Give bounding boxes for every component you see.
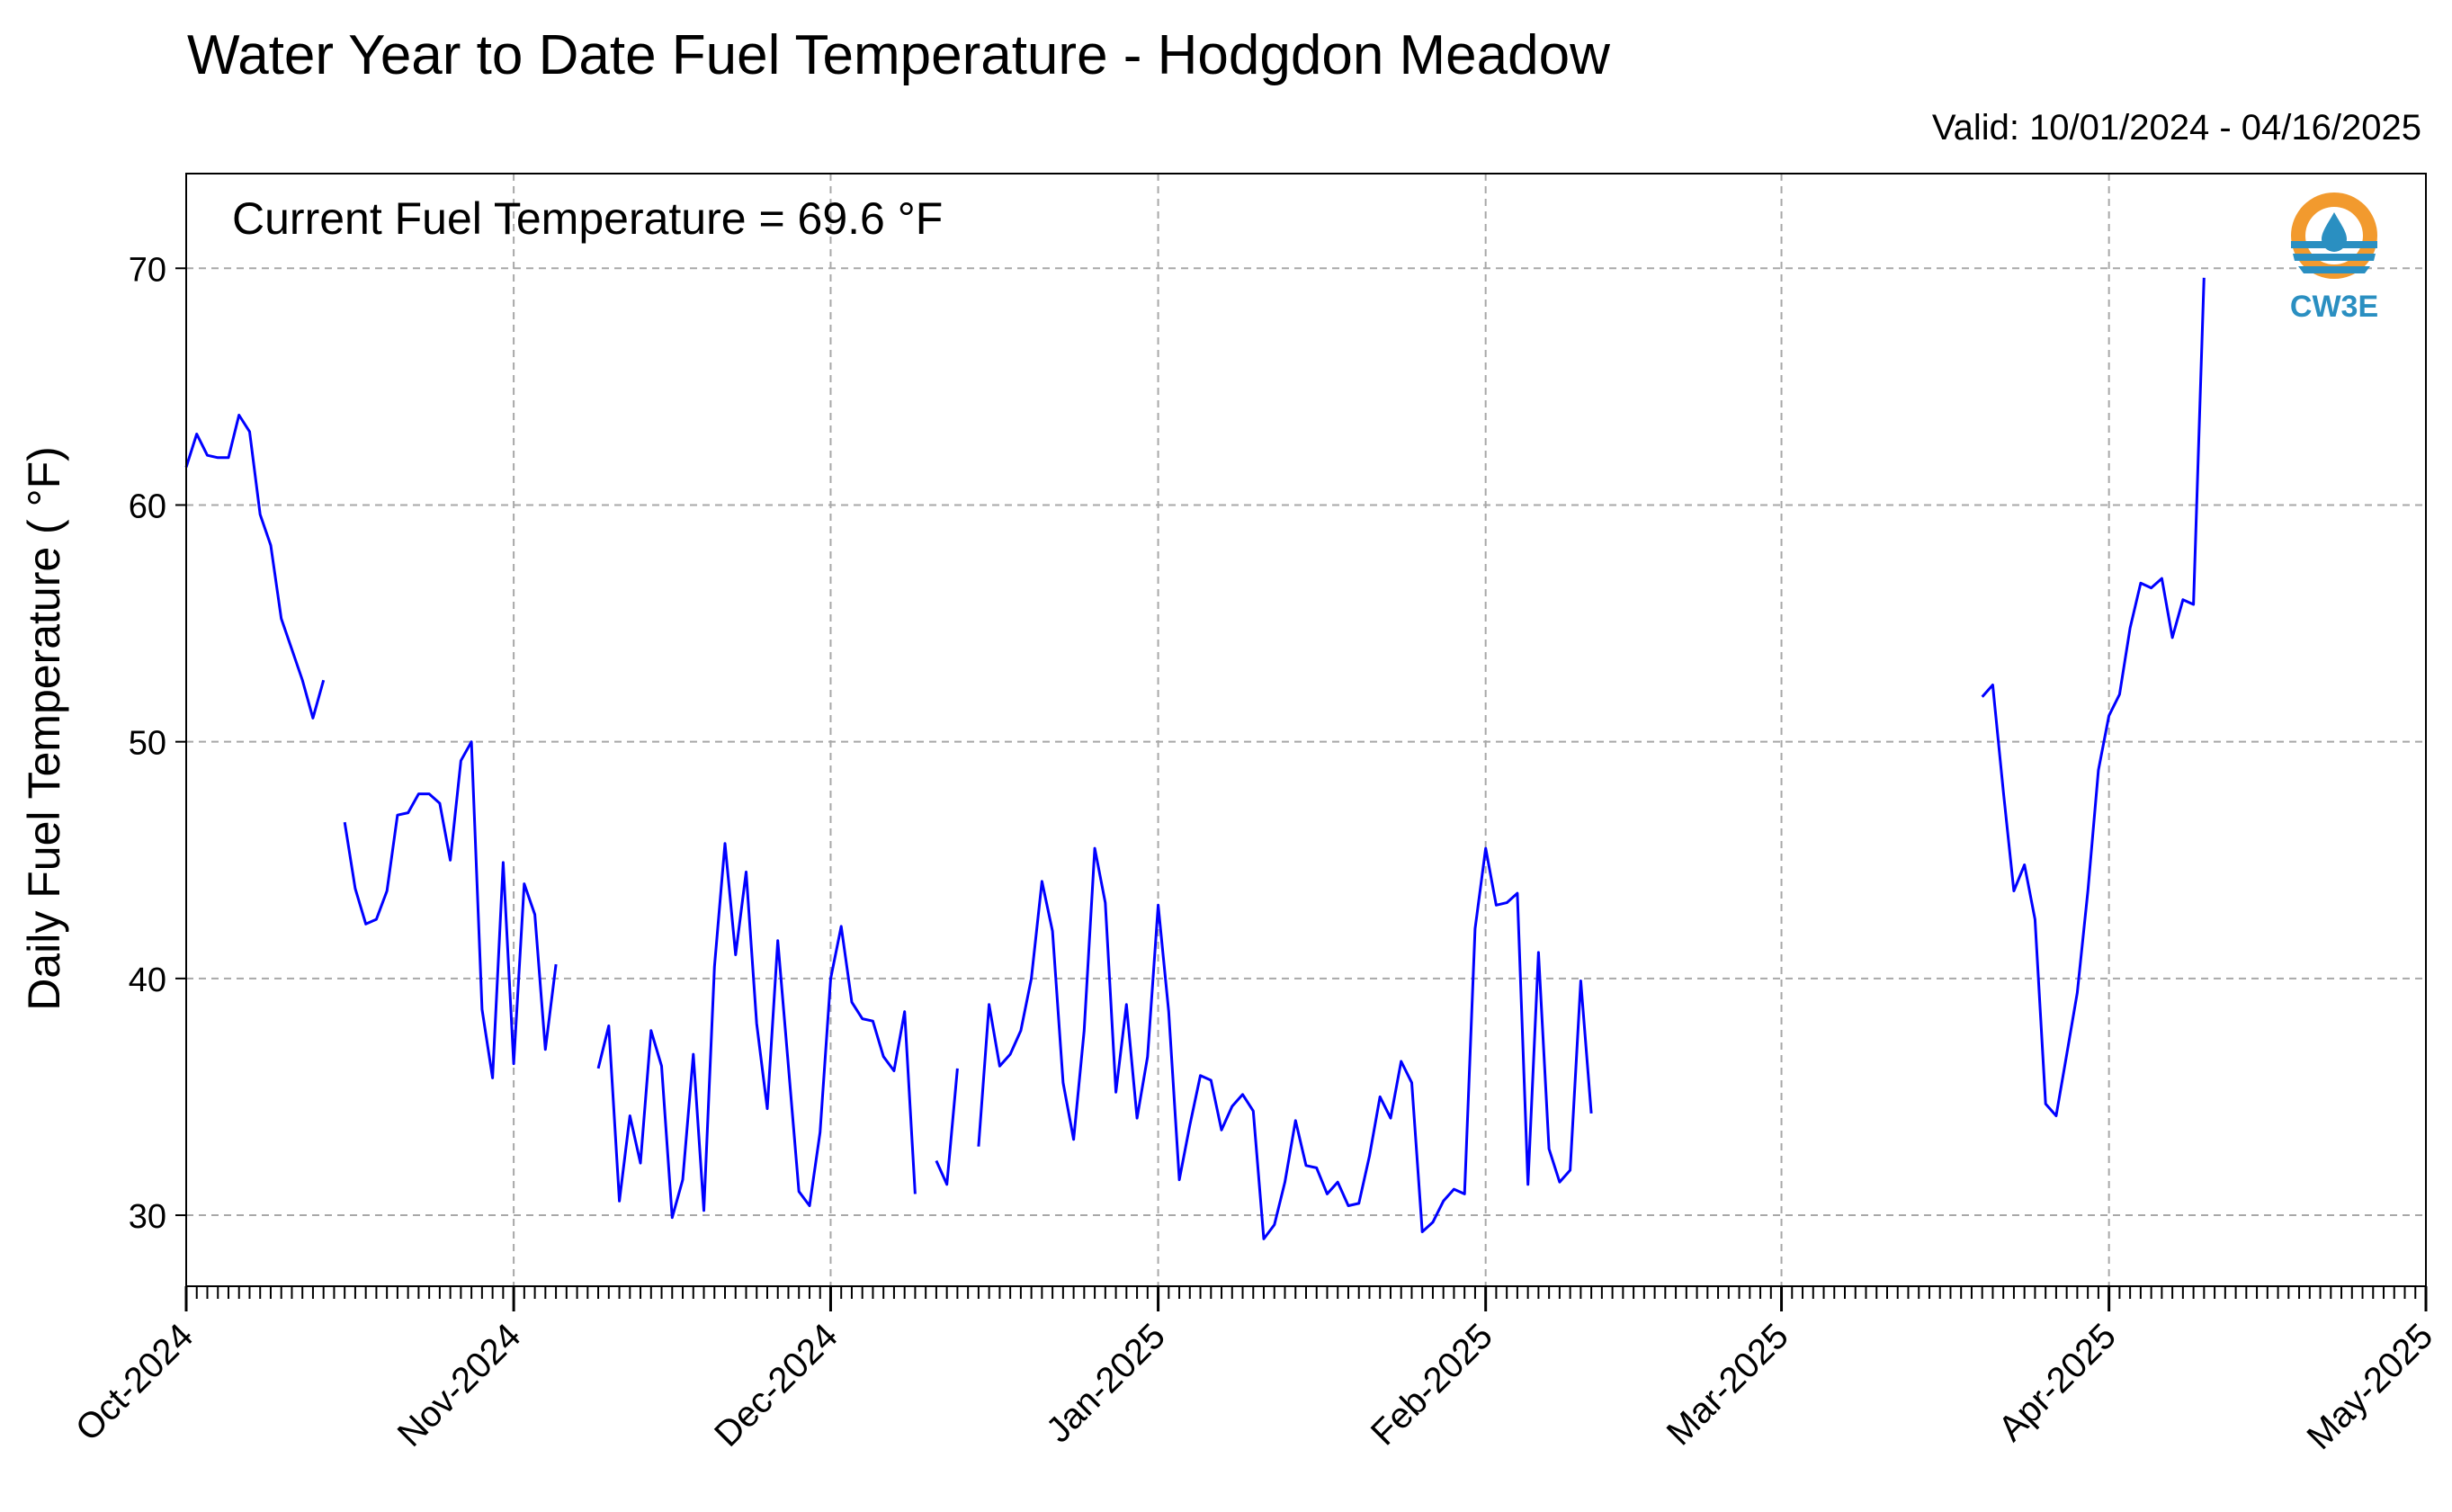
x-tick-label: May-2025 [2299, 1316, 2440, 1457]
cw3e-logo: CW3E [2290, 192, 2378, 324]
y-tick-label: 70 [129, 251, 166, 289]
current-fuel-temperature: Current Fuel Temperature = 69.6 °F [232, 193, 943, 244]
x-tick-label: Mar-2025 [1660, 1316, 1796, 1453]
x-tick-label: Oct-2024 [68, 1316, 201, 1448]
valid-date-range: Valid: 10/01/2024 - 04/16/2025 [1931, 108, 2421, 148]
series-line-segment [343, 740, 558, 1079]
x-tick-label: Dec-2024 [707, 1316, 846, 1454]
series-line-segment [1981, 277, 2206, 1117]
x-tick-label: Jan-2025 [1039, 1316, 1173, 1450]
y-axis-label: Daily Fuel Temperature ( °F) [19, 446, 69, 1011]
y-tick-label: 50 [129, 725, 166, 763]
plot-frame [185, 173, 2427, 1287]
y-tick-label: 60 [129, 488, 166, 525]
axis-ticks [175, 267, 2428, 1311]
x-tick-label: Nov-2024 [390, 1316, 529, 1454]
logo-waves [2291, 241, 2377, 273]
drop-icon [2322, 212, 2347, 252]
axis-tick-labels: 30 40 50 60 70 Oct-2024 Nov-2024 Dec-2024 Jan-20… [68, 251, 2440, 1457]
logo-label: CW3E [2290, 290, 2378, 324]
y-tick-label: 40 [129, 962, 166, 999]
data-line [184, 277, 2206, 1240]
y-tick-label: 30 [129, 1198, 166, 1236]
x-tick-label: Feb-2025 [1364, 1316, 1500, 1453]
series-line-segment [596, 842, 917, 1220]
series-line-segment [935, 1068, 959, 1186]
series-line-segment [184, 414, 326, 720]
chart-title: Water Year to Date Fuel Temperature - Ho… [187, 24, 1610, 86]
x-tick-label: Apr-2025 [1991, 1316, 2124, 1448]
series-line-segment [977, 846, 1593, 1240]
grid-lines [186, 174, 2426, 1286]
